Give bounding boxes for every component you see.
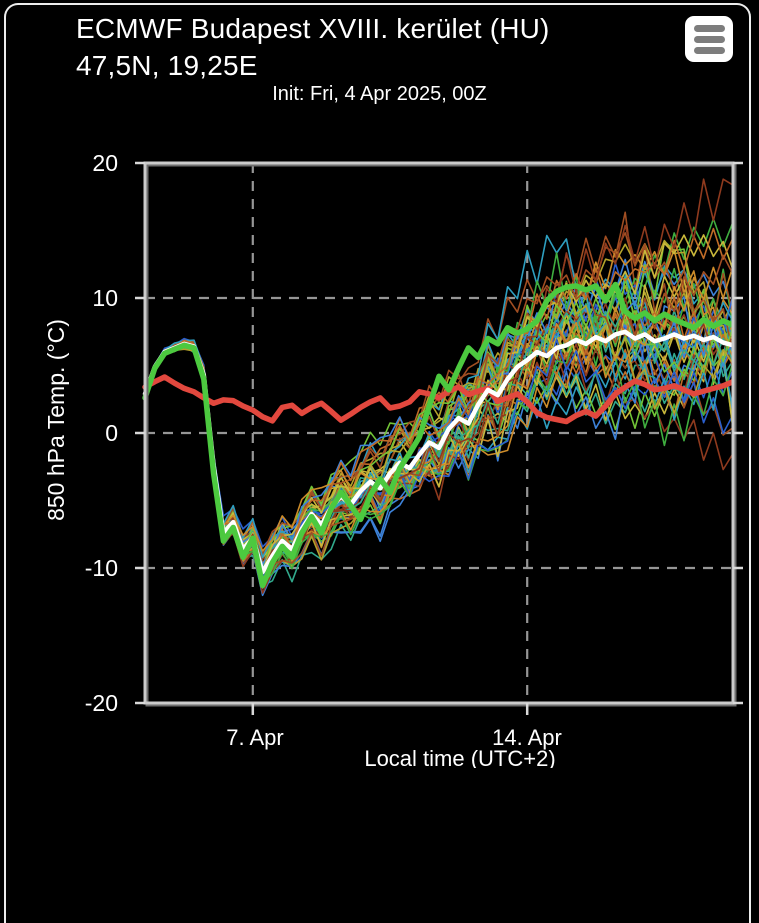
hamburger-icon xyxy=(693,24,725,54)
ytick-0: 0 xyxy=(105,420,118,446)
ytick-10: 10 xyxy=(92,285,118,311)
init-time-label: Init: Fri, 4 Apr 2025, 00Z xyxy=(272,83,487,105)
ensemble-member-line xyxy=(144,262,734,548)
title-coordinates: 47,5N, 19,25E xyxy=(76,50,258,81)
xtick-7apr: 7. Apr xyxy=(226,725,283,750)
title-location: ECMWF Budapest XVIII. kerület (HU) xyxy=(76,13,550,44)
ytick-neg10: -10 xyxy=(85,555,118,581)
y-axis-label: 850 hPa Temp. (°C) xyxy=(43,319,69,521)
climatology-line xyxy=(142,374,736,425)
page-title: ECMWF Budapest XVIII. kerület (HU) 47,5N… xyxy=(76,10,550,84)
ensemble-member-line xyxy=(144,234,734,559)
menu-button[interactable] xyxy=(685,16,733,62)
plot-border-shadow xyxy=(145,163,737,707)
control-run-line xyxy=(142,281,736,589)
ensemble-plume-chart: 20 10 0 -10 -20 7. Apr 14. Apr 850 hPa T… xyxy=(43,150,743,768)
axis-tick-marks xyxy=(135,161,743,715)
gridlines xyxy=(145,163,733,703)
main-series-lines xyxy=(142,281,736,589)
ytick-20: 20 xyxy=(92,150,118,176)
x-axis-label: Local time (UTC+2) xyxy=(364,746,555,768)
xtick-14apr: 14. Apr xyxy=(492,725,562,750)
ytick-neg20: -20 xyxy=(85,690,118,716)
ensemble-member-line xyxy=(144,284,734,566)
